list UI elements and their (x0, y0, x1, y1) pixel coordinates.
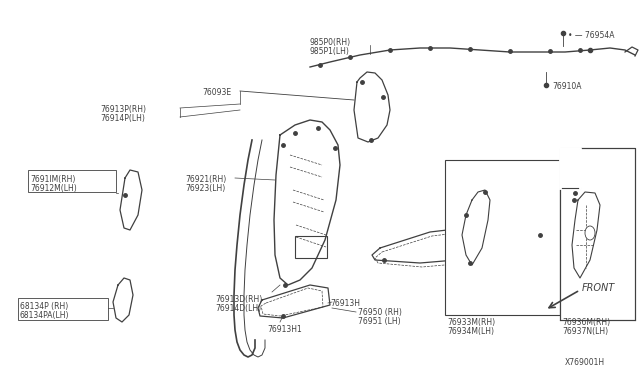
Bar (295, 236, 327, 258)
Text: 76914D(LH): 76914D(LH) (215, 304, 261, 313)
Text: 68134P (RH): 68134P (RH) (20, 302, 68, 311)
Bar (560, 148, 580, 188)
Text: • — 76954A: • — 76954A (568, 31, 614, 40)
Text: 76912M(LH): 76912M(LH) (30, 184, 77, 193)
Text: 76910A: 76910A (552, 82, 582, 91)
Text: 76933M(RH): 76933M(RH) (447, 318, 495, 327)
Bar (560, 148, 635, 320)
Text: 76950 (RH): 76950 (RH) (358, 308, 402, 317)
Text: 76914P(LH): 76914P(LH) (100, 114, 145, 123)
Text: 76937N(LH): 76937N(LH) (562, 327, 608, 336)
Text: 76954(RH): 76954(RH) (558, 240, 600, 249)
Bar (445, 160, 560, 315)
Text: 68134PA(LH): 68134PA(LH) (20, 311, 70, 320)
Text: 76913H: 76913H (330, 299, 360, 308)
Text: 985P0(RH): 985P0(RH) (310, 38, 351, 47)
Text: 76093E: 76093E (202, 88, 231, 97)
Text: FRONT: FRONT (582, 283, 615, 293)
Bar (18, 298, 108, 320)
Text: 76913P(RH): 76913P(RH) (100, 105, 146, 114)
Text: 76936M(RH): 76936M(RH) (562, 318, 610, 327)
Text: 76934M(LH): 76934M(LH) (447, 327, 494, 336)
Text: X769001H: X769001H (565, 358, 605, 367)
Text: 76951 (LH): 76951 (LH) (358, 317, 401, 326)
Text: 76913D(RH): 76913D(RH) (215, 295, 262, 304)
Text: 985P1(LH): 985P1(LH) (310, 47, 350, 56)
Bar (28, 170, 116, 192)
Text: 76913H1: 76913H1 (267, 325, 301, 334)
Text: 76921(RH): 76921(RH) (185, 175, 227, 184)
Text: 76923(LH): 76923(LH) (185, 184, 225, 193)
Text: 76955(LH): 76955(LH) (558, 249, 598, 258)
Ellipse shape (585, 226, 595, 240)
Text: 7691lM(RH): 7691lM(RH) (30, 175, 76, 184)
